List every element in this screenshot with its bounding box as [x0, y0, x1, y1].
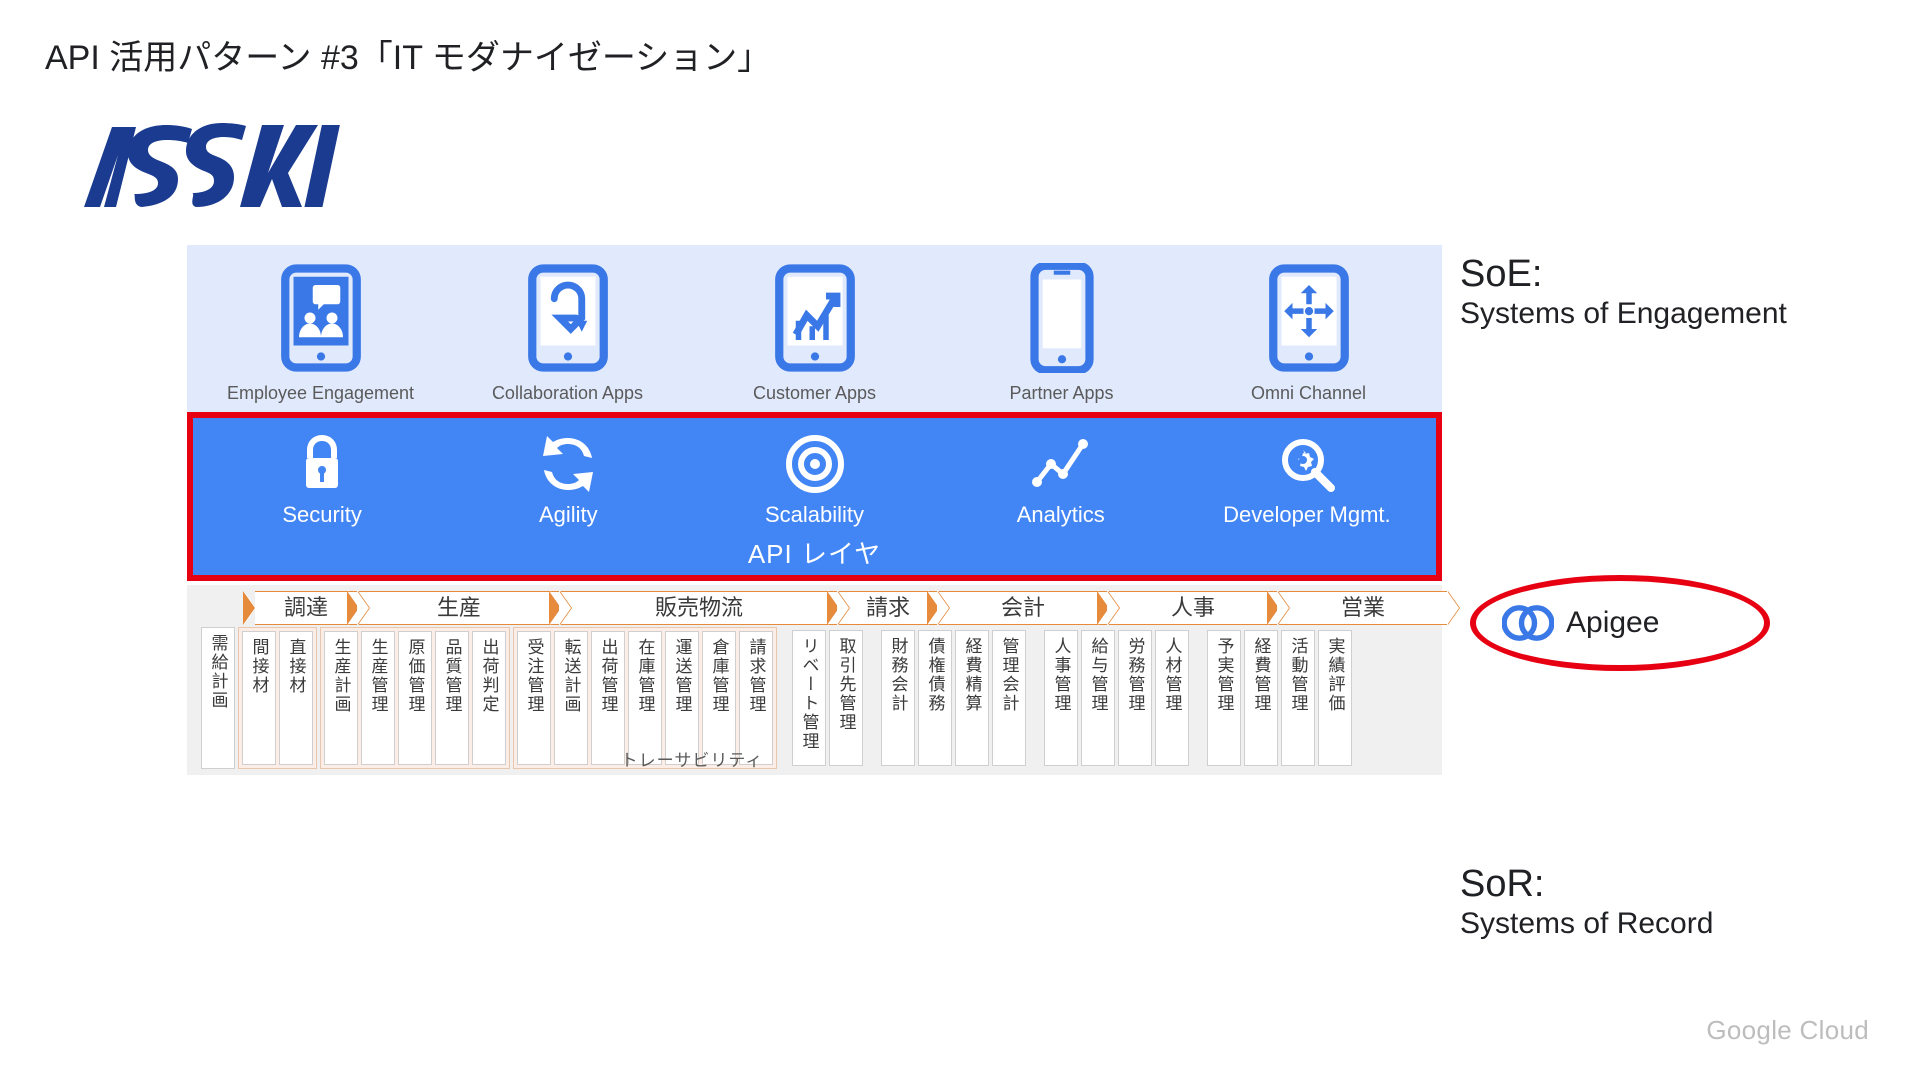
analytics-icon [1026, 432, 1096, 496]
collaboration-apps-icon [523, 263, 613, 373]
sor-subsystem: 経費管理 [1244, 630, 1278, 766]
soe-label: Partner Apps [938, 383, 1185, 404]
sor-subsystem: 債権債務 [918, 630, 952, 766]
sor-group-chevron: 会計 [939, 591, 1107, 625]
sor-subsystem: 出荷判定 [472, 631, 506, 765]
soe-label: Employee Engagement [197, 383, 444, 404]
sor-group-chevron: 販売物流 [561, 591, 837, 625]
sor-subsystem: 管理会計 [992, 630, 1026, 766]
api-label: Developer Mgmt. [1184, 502, 1430, 528]
apigee-label: Apigee [1566, 606, 1659, 640]
sor-subsystem: 経費精算 [955, 630, 989, 766]
sor-layer: 調達生産販売物流請求会計人事営業 需給計画間接材直接材生産計画生産管理原価管理品… [187, 585, 1442, 775]
api-label: Analytics [938, 502, 1184, 528]
sor-subsystem: 需給計画 [201, 627, 235, 769]
sor-subsystem: 転送計画 [554, 631, 588, 765]
soe-layer: Employee Engagement Collaboration Apps C… [187, 245, 1442, 414]
sor-subsystem-group: 予実管理経費管理活動管理実績評価 [1195, 627, 1355, 769]
asahi-logo [70, 115, 350, 225]
sor-subsystem: 給与管理 [1081, 630, 1115, 766]
sor-subsystem-group: 間接材直接材 [238, 627, 317, 769]
sor-subsystem: 生産管理 [361, 631, 395, 765]
api-label: Scalability [691, 502, 937, 528]
google-cloud-footer: Google Cloud [1706, 1015, 1869, 1046]
sor-subsystem: 実績評価 [1318, 630, 1352, 766]
sor-group-chevron: 営業 [1279, 591, 1447, 625]
sor-subsystem: 出荷管理 [591, 631, 625, 765]
sor-subsystem: 人材管理 [1155, 630, 1189, 766]
sor-subsystem: 請求管理 [739, 631, 773, 765]
apigee-logo-icon [1502, 597, 1554, 649]
sor-subsystem: 品質管理 [435, 631, 469, 765]
sor-subsystem: 労務管理 [1118, 630, 1152, 766]
apigee-badge: Apigee [1470, 575, 1770, 671]
sor-subsystem: 原価管理 [398, 631, 432, 765]
sor-subsystem: 生産計画 [324, 631, 358, 765]
sor-subsystem: 運送管理 [665, 631, 699, 765]
api-layer: Security Agility Scalability Analytics D… [187, 412, 1442, 581]
sor-group-chevron: 調達 [255, 591, 357, 625]
omni-channel-icon [1264, 263, 1354, 373]
api-label: Agility [445, 502, 691, 528]
sor-subsystem: 予実管理 [1207, 630, 1241, 766]
agility-icon [533, 432, 603, 496]
employee-engagement-icon [276, 263, 366, 373]
soe-side-label: SoE: Systems of Engagement [1460, 255, 1900, 331]
partner-apps-icon [1017, 263, 1107, 373]
soe-label: Collaboration Apps [444, 383, 691, 404]
api-label: Security [199, 502, 445, 528]
customer-apps-icon [770, 263, 860, 373]
sor-subsystem: 活動管理 [1281, 630, 1315, 766]
sor-subsystem: 人事管理 [1044, 630, 1078, 766]
sor-subsystem-group: 人事管理給与管理労務管理人材管理 [1032, 627, 1192, 769]
sor-group-chevron: 請求 [839, 591, 937, 625]
traceability-label: トレーサビリティ [477, 746, 907, 771]
scalability-icon [780, 432, 850, 496]
soe-label: Customer Apps [691, 383, 938, 404]
soe-label: Omni Channel [1185, 383, 1432, 404]
architecture-diagram: Employee Engagement Collaboration Apps C… [187, 245, 1442, 775]
sor-group-chevron: 人事 [1109, 591, 1277, 625]
sor-group-chevron: 生産 [359, 591, 559, 625]
sor-subsystem: 倉庫管理 [702, 631, 736, 765]
sor-subsystem: 間接材 [242, 631, 276, 765]
developer-mgmt-icon [1272, 432, 1342, 496]
sor-subsystem: 在庫管理 [628, 631, 662, 765]
sor-subsystem: 受注管理 [517, 631, 551, 765]
sor-side-label: SoR: Systems of Record [1460, 865, 1900, 941]
slide-title: API 活用パターン #3「IT モダナイゼーション」 [45, 30, 771, 79]
security-icon [287, 432, 357, 496]
api-layer-title: API レイヤ [199, 534, 1430, 571]
sor-subsystem: 直接材 [279, 631, 313, 765]
